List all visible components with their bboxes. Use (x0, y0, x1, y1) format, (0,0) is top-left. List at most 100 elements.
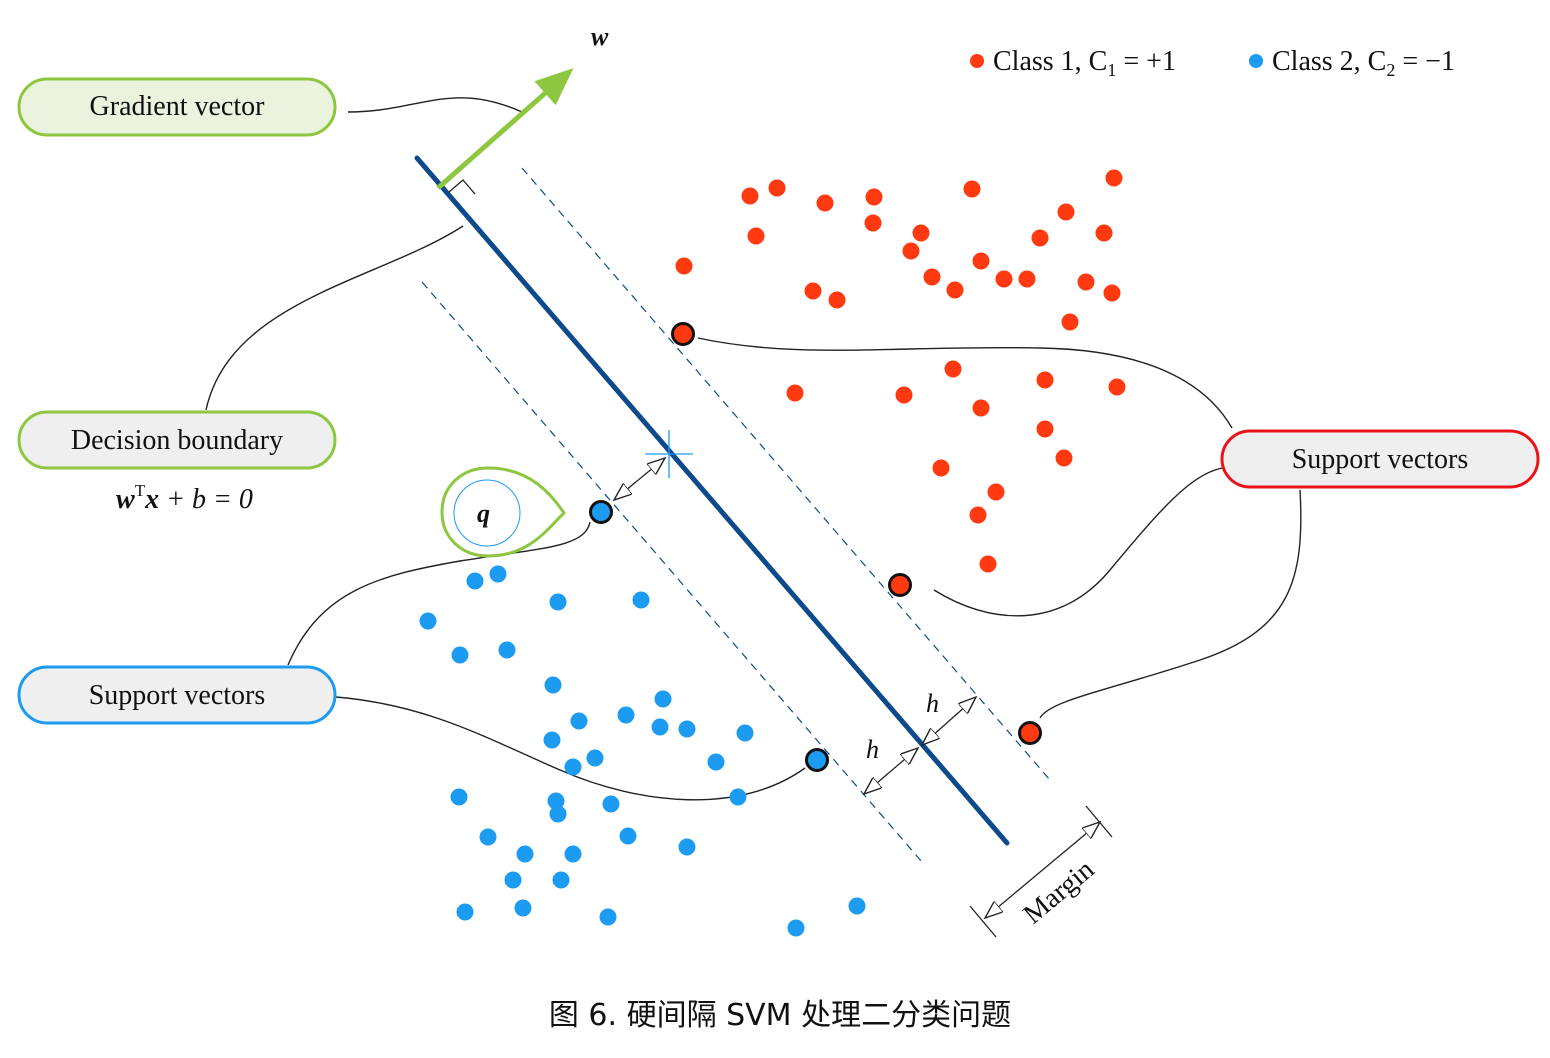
class2-point-15 (586, 749, 604, 767)
class1-point-23 (1061, 313, 1079, 331)
class2-point-13 (736, 724, 754, 742)
class1-point-17 (1018, 270, 1036, 288)
class1-point-2 (816, 194, 834, 212)
class1-point-24 (944, 360, 962, 378)
class2-point-9 (570, 712, 588, 730)
class1-point-6 (747, 227, 765, 245)
gradient-vector-arrow (436, 68, 574, 190)
h-label-upper: h (926, 689, 939, 718)
class2-point-8 (654, 690, 672, 708)
gradient-vector-box: Gradient vector (17, 77, 337, 137)
class1-point-29 (972, 399, 990, 417)
class2-point-19 (547, 792, 565, 810)
right-angle-mark (448, 179, 476, 195)
class2-point-31 (514, 899, 532, 917)
margin-label: Margin (1018, 854, 1101, 930)
class2-point-12 (678, 720, 696, 738)
class1-point-25 (1036, 371, 1054, 389)
eq-x: x (144, 484, 159, 515)
class1-point-4 (963, 180, 981, 198)
class1-point-27 (786, 384, 804, 402)
class1-point-22 (1103, 284, 1121, 302)
class2-point-16 (564, 758, 582, 776)
h-arrow-lower (864, 748, 918, 794)
eq-w: w (116, 484, 135, 515)
legend-class1: Class 1, C1 = +1 (993, 46, 1176, 80)
class2-point-25 (678, 838, 696, 856)
margin-line-negative (421, 281, 923, 863)
class1-point-30 (1036, 420, 1054, 438)
class2-point-5 (451, 646, 469, 664)
legend-class2: Class 2, C2 = −1 (1272, 46, 1455, 80)
class2-point-26 (516, 845, 534, 863)
class1-point-5 (1105, 169, 1123, 187)
h-arrow-upper (922, 697, 976, 745)
decision-boundary-box: Decision boundary (17, 410, 337, 470)
class1-point-31 (1055, 449, 1073, 467)
projection-cross (645, 430, 693, 478)
class2-point-32 (599, 908, 617, 926)
class1-point-34 (969, 506, 987, 524)
w-label: w (591, 22, 609, 51)
connector-red-sv-1 (697, 337, 1233, 429)
class2-point-7 (544, 676, 562, 694)
class2-point-17 (707, 753, 725, 771)
margin-line-positive (521, 167, 1051, 781)
class1-point-11 (1031, 229, 1049, 247)
class1-point-35 (979, 555, 997, 573)
support-vectors-red-box: Support vectors (1220, 429, 1540, 489)
class1-point-16 (995, 270, 1013, 288)
class1-support-vector-0 (671, 322, 695, 346)
support-vector-points (589, 322, 1042, 772)
class1-point-1 (768, 179, 786, 197)
class2-support-vector-0 (589, 500, 613, 524)
class1-point-12 (902, 242, 920, 260)
connector-lines (205, 97, 1302, 801)
class2-point-21 (729, 788, 747, 806)
class2-point-14 (543, 731, 561, 749)
class2-point-34 (787, 919, 805, 937)
class1-point-20 (804, 282, 822, 300)
class1-point-0 (741, 187, 759, 205)
q-callout: q (440, 466, 566, 558)
class2-point-1 (489, 565, 507, 583)
class2-point-0 (466, 572, 484, 590)
class2-point-27 (564, 845, 582, 863)
class1-point-26 (1108, 378, 1126, 396)
class2-point-18 (450, 788, 468, 806)
connector-gradient (347, 97, 523, 113)
connector-blue-sv-2 (335, 696, 806, 801)
q-label: q (477, 499, 490, 528)
class1-point-28 (895, 386, 913, 404)
class1-point-14 (675, 257, 693, 275)
class2-point-28 (504, 871, 522, 889)
support-vectors-blue-box: Support vectors (17, 665, 337, 725)
class2-point-4 (419, 612, 437, 630)
class2-point-6 (498, 641, 516, 659)
class1-point-8 (912, 224, 930, 242)
legend-class2-marker (1249, 54, 1263, 68)
class2-point-22 (549, 805, 567, 823)
legend: Class 1, C1 = +1 Class 2, C2 = −1 (970, 46, 1455, 80)
gradient-vector-text: Gradient vector (90, 91, 266, 122)
class2-point-24 (619, 827, 637, 845)
margin-bracket (969, 805, 1113, 938)
connector-red-sv-3 (1039, 489, 1302, 719)
support-vectors-red-text: Support vectors (1292, 444, 1469, 475)
class2-point-2 (549, 593, 567, 611)
eq-rest: + b = 0 (159, 484, 253, 515)
class1-point-33 (987, 483, 1005, 501)
class1-point-18 (1077, 273, 1095, 291)
class1-points (675, 169, 1126, 573)
class1-point-19 (946, 281, 964, 299)
class1-point-13 (972, 252, 990, 270)
decision-equation: wTx + b = 0 (116, 481, 253, 515)
decision-boundary-line (414, 155, 1010, 846)
class1-point-3 (865, 188, 883, 206)
h-label-lower: h (866, 735, 879, 764)
class1-point-15 (923, 268, 941, 286)
class2-point-20 (602, 795, 620, 813)
class1-point-10 (1095, 224, 1113, 242)
class2-support-vector-1 (805, 748, 829, 772)
